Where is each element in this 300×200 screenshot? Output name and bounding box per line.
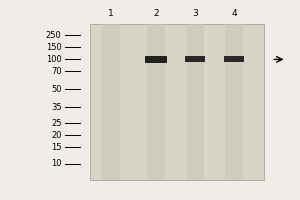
- Bar: [225, 24, 243, 180]
- Text: 3: 3: [192, 8, 198, 18]
- Bar: [224, 56, 244, 62]
- Text: 70: 70: [51, 66, 62, 75]
- Text: 20: 20: [51, 131, 62, 140]
- Bar: [186, 24, 204, 180]
- Text: 1: 1: [108, 8, 114, 18]
- Text: 15: 15: [51, 142, 62, 152]
- Text: 10: 10: [51, 160, 62, 168]
- Text: 250: 250: [46, 30, 62, 40]
- Bar: [145, 56, 167, 63]
- Text: 25: 25: [51, 118, 62, 128]
- Text: 2: 2: [153, 8, 159, 18]
- Bar: [185, 56, 205, 62]
- Text: 150: 150: [46, 43, 62, 51]
- Text: 50: 50: [51, 85, 62, 94]
- Text: 100: 100: [46, 54, 62, 64]
- Text: 4: 4: [231, 8, 237, 18]
- Bar: [147, 24, 165, 180]
- Bar: [102, 24, 120, 180]
- Bar: [90, 24, 264, 180]
- Text: 35: 35: [51, 102, 62, 112]
